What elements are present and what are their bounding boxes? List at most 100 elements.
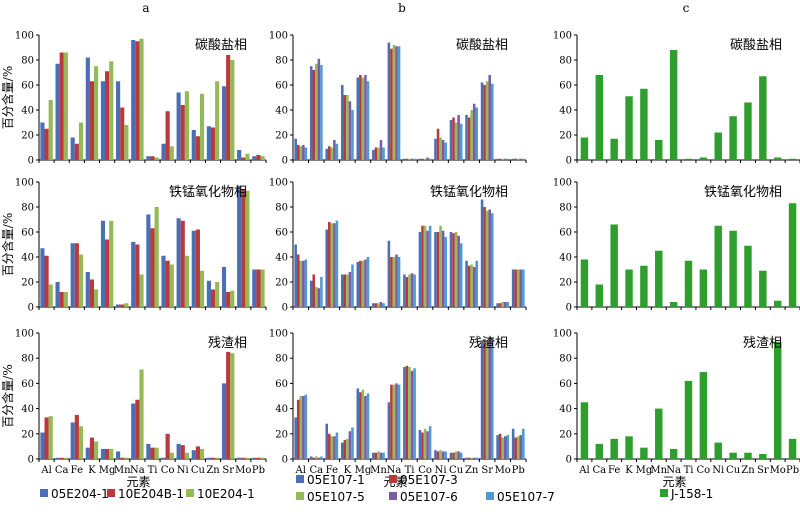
bar-a-1-10E204B-1-Cu [195,136,200,160]
bar-a-3-10E204B-1-Fe [74,414,79,459]
bar-b-1-05E107-3-K [343,95,347,160]
bar-a-2-10E204B-1-Ti [150,228,155,307]
bar-b-3-05E107-1-Mg [356,388,360,459]
bar-a-2-05E204-1-Sr [221,267,227,307]
bar-b-2-05E107-3-Na [390,257,393,307]
bar-b-2-05E107-7-Ca [320,277,323,307]
bar-b-3-05E107-3-Sr [483,339,486,459]
bar-c-1-J-158-1-Al [580,137,589,160]
bar-c-2-J-158-1-Na [669,302,678,307]
bar-b-2-05E107-6-Fe [333,223,336,307]
bar-a-3-10E204B-1-Ni [180,445,185,459]
bar-b-1-05E107-3-Sr [483,85,486,160]
y-tick-label: 100 [553,329,572,340]
bar-a-3-05E204-1-Al [40,432,45,459]
bar-b-2-05E107-5-Sr [485,210,489,307]
bar-c-1-J-158-1-Zn [744,102,752,160]
y-tick-label: 80 [275,354,288,365]
x-tick-label: Mo [770,465,786,476]
bar-a-2-10E204B-1-Cu [195,229,200,307]
bar-c-2-J-158-1-Ni [714,225,722,307]
panel-c-1: 0 20 40 60 80 100 碳酸盐相 [553,31,800,167]
x-tick-label: K [344,465,352,476]
bar-a-3-10E204-1-Fe [78,426,84,459]
bar-a-3-10E204B-1-Na [135,399,140,459]
bar-b-2-05E107-7-Ti [413,274,416,307]
x-tick-label: Cu [449,465,464,476]
bar-a-3-10E204B-1-Mg [105,448,110,459]
y-tick-label: 80 [559,203,572,214]
bar-b-3-05E107-5-Fe [330,436,334,459]
bar-c-2-J-158-1-Al [580,259,589,307]
bar-c-3-J-158-1-Zn [744,452,752,459]
bar-b-2-05E107-5-Ti [408,274,411,307]
bar-a-2-05E204-1-Cu [191,230,196,307]
bar-a-3-05E204-1-Ni [176,443,181,459]
bar-b-2-05E107-7-Mn [382,303,385,307]
bar-b-2-05E107-3-Cu [452,233,455,307]
y-tick-label: 60 [21,379,34,390]
bar-b-3-05E107-5-Cu [454,451,458,459]
x-tick-label: Mo [495,465,511,476]
y-tick-label: 40 [275,106,288,117]
bar-b-1-05E107-7-Al [304,147,308,160]
bar-b-2-05E107-1-Sr [480,199,484,307]
bar-b-1-05E107-5-Zn [470,110,473,160]
x-tick-label: Na [130,465,145,476]
bar-a-2-05E204-1-Ca [55,282,60,307]
bar-a-3-10E204B-1-Pb [256,457,261,459]
bar-c-3-J-158-1-K [625,436,633,459]
bar-c-2-J-158-1-Ti [684,260,693,307]
bar-a-2-05E204-1-Ti [146,214,151,307]
bar-b-2-05E107-1-Al [294,244,297,307]
bar-a-1-10E204B-1-Pb [256,155,261,160]
bar-a-3-05E204-1-Cu [191,450,196,459]
bar-b-2-05E107-1-Pb [511,269,515,307]
bar-b-1-05E107-3-Zn [467,117,471,160]
bar-b-1-05E107-6-Mn [379,140,383,160]
bar-b-2-05E107-1-Mn [372,303,375,307]
x-tick-label: Ni [435,465,447,476]
bar-b-2-05E107-5-Ni [439,225,442,307]
bar-a-3-10E204-1-Ca [63,457,68,459]
bar-a-2-05E204-1-Zn [206,280,211,307]
bar-c-2-J-158-1-K [625,269,633,307]
bar-b-2-05E107-7-Fe [335,220,339,307]
bar-a-1-05E204-1-Sr [221,86,227,160]
bar-b-2-05E107-1-K [341,274,344,307]
bar-c-1-J-158-1-Fe [610,138,618,160]
bar-a-3-10E204B-1-Co [165,433,170,459]
panel-title: 铁锰氧化物相 [704,185,782,200]
bar-a-3-05E204-1-Zn [206,457,211,459]
bar-a-1-10E204B-1-Mn [120,107,125,160]
y-tick-label: 20 [559,131,572,142]
bar-b-1-05E107-3-Na [390,48,393,160]
bar-a-3-10E204B-1-Ti [150,447,155,459]
legend-swatch [40,489,48,497]
bar-a-3-05E204-1-Ti [146,443,151,459]
legend-label: 05E107-7 [497,490,555,504]
bar-b-1-05E107-3-Fe [328,146,331,160]
bar-a-1-05E204-1-Mo [237,150,242,160]
x-tick-label: Mo [235,465,251,476]
bar-c-3-J-158-1-Mg [640,447,648,459]
bar-a-3-10E204-1-Sr [230,353,235,459]
bar-c-1-J-158-1-Pb [788,158,797,160]
bar-a-3-10E204-1-Al [48,416,53,459]
bar-b-2-05E107-5-Pb [516,269,520,307]
bar-b-2-05E107-7-Mo [506,302,510,307]
bar-a-1-10E204B-1-Fe [74,143,79,160]
y-tick-label: 80 [275,203,288,214]
x-tick-label: Mn [370,465,387,476]
legend-swatch [389,492,397,500]
bar-a-3-05E204-1-Co [161,457,166,459]
bar-a-2-10E204-1-Al [48,284,53,307]
bar-b-3-05E107-3-Mo [498,433,502,459]
legend-swatch [660,489,668,497]
legend-label: J-158-1 [670,487,713,501]
bar-b-2-05E107-6-Cu [457,235,460,307]
y-tick-label: 80 [21,56,34,67]
bar-b-2-05E107-3-Ti [405,277,409,307]
bar-b-1-05E107-7-Ca [320,65,323,160]
